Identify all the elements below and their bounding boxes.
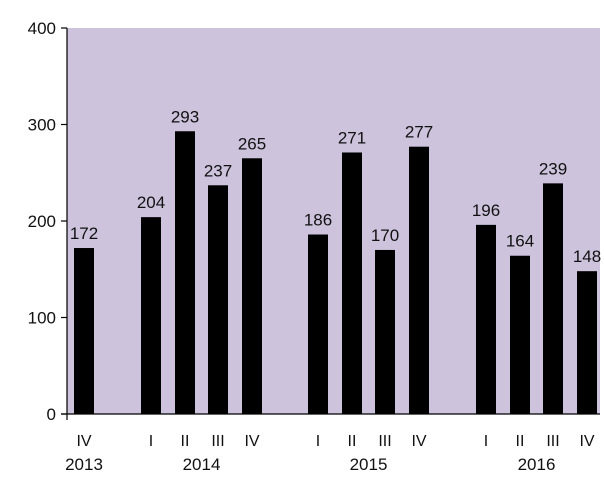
bar bbox=[141, 217, 161, 414]
data-label: 293 bbox=[171, 107, 199, 126]
data-label: 239 bbox=[539, 159, 567, 178]
data-label: 204 bbox=[137, 193, 165, 212]
bar bbox=[74, 248, 94, 414]
x-tick-label: II bbox=[181, 433, 190, 450]
bar bbox=[476, 224, 496, 414]
bar bbox=[342, 152, 362, 415]
bar bbox=[308, 234, 328, 414]
y-tick-label: 200 bbox=[28, 212, 56, 231]
bar bbox=[375, 249, 395, 414]
y-tick-label: 100 bbox=[28, 309, 56, 328]
x-tick-label: II bbox=[348, 433, 357, 450]
bar bbox=[242, 158, 262, 414]
x-tick-label: IV bbox=[411, 433, 426, 450]
data-label: 186 bbox=[304, 211, 332, 230]
x-tick-label: IV bbox=[244, 433, 259, 450]
data-label: 172 bbox=[70, 224, 98, 243]
year-label: 2015 bbox=[350, 455, 388, 474]
x-tick-label: IV bbox=[76, 433, 91, 450]
y-tick-label: 400 bbox=[28, 19, 56, 38]
y-tick-label: 300 bbox=[28, 116, 56, 135]
bars-layer bbox=[74, 131, 597, 415]
axes-layer bbox=[61, 27, 600, 420]
data-label: 237 bbox=[204, 161, 232, 180]
data-label: 164 bbox=[506, 232, 534, 251]
x-tick-label: I bbox=[149, 433, 153, 450]
bar bbox=[208, 185, 228, 414]
data-label: 170 bbox=[371, 226, 399, 245]
data-label: 277 bbox=[405, 123, 433, 142]
labels-layer: 0100200300400172IV2013204I293II237III265… bbox=[28, 19, 602, 474]
bar bbox=[175, 131, 195, 414]
data-label: 148 bbox=[573, 247, 601, 266]
data-label: 265 bbox=[238, 134, 266, 153]
x-tick-label: III bbox=[211, 433, 224, 450]
x-tick-label: II bbox=[516, 433, 525, 450]
bar bbox=[510, 255, 530, 414]
bar bbox=[543, 183, 563, 414]
data-label: 271 bbox=[338, 128, 366, 147]
bar bbox=[409, 146, 429, 414]
x-tick-label: IV bbox=[579, 433, 594, 450]
x-tick-label: III bbox=[546, 433, 559, 450]
x-tick-label: I bbox=[316, 433, 320, 450]
year-label: 2013 bbox=[65, 455, 103, 474]
data-label: 196 bbox=[472, 201, 500, 220]
bar bbox=[577, 271, 597, 414]
year-label: 2016 bbox=[518, 455, 556, 474]
x-tick-label: I bbox=[484, 433, 488, 450]
x-tick-label: III bbox=[378, 433, 391, 450]
y-tick-label: 0 bbox=[47, 405, 56, 424]
year-label: 2014 bbox=[183, 455, 221, 474]
